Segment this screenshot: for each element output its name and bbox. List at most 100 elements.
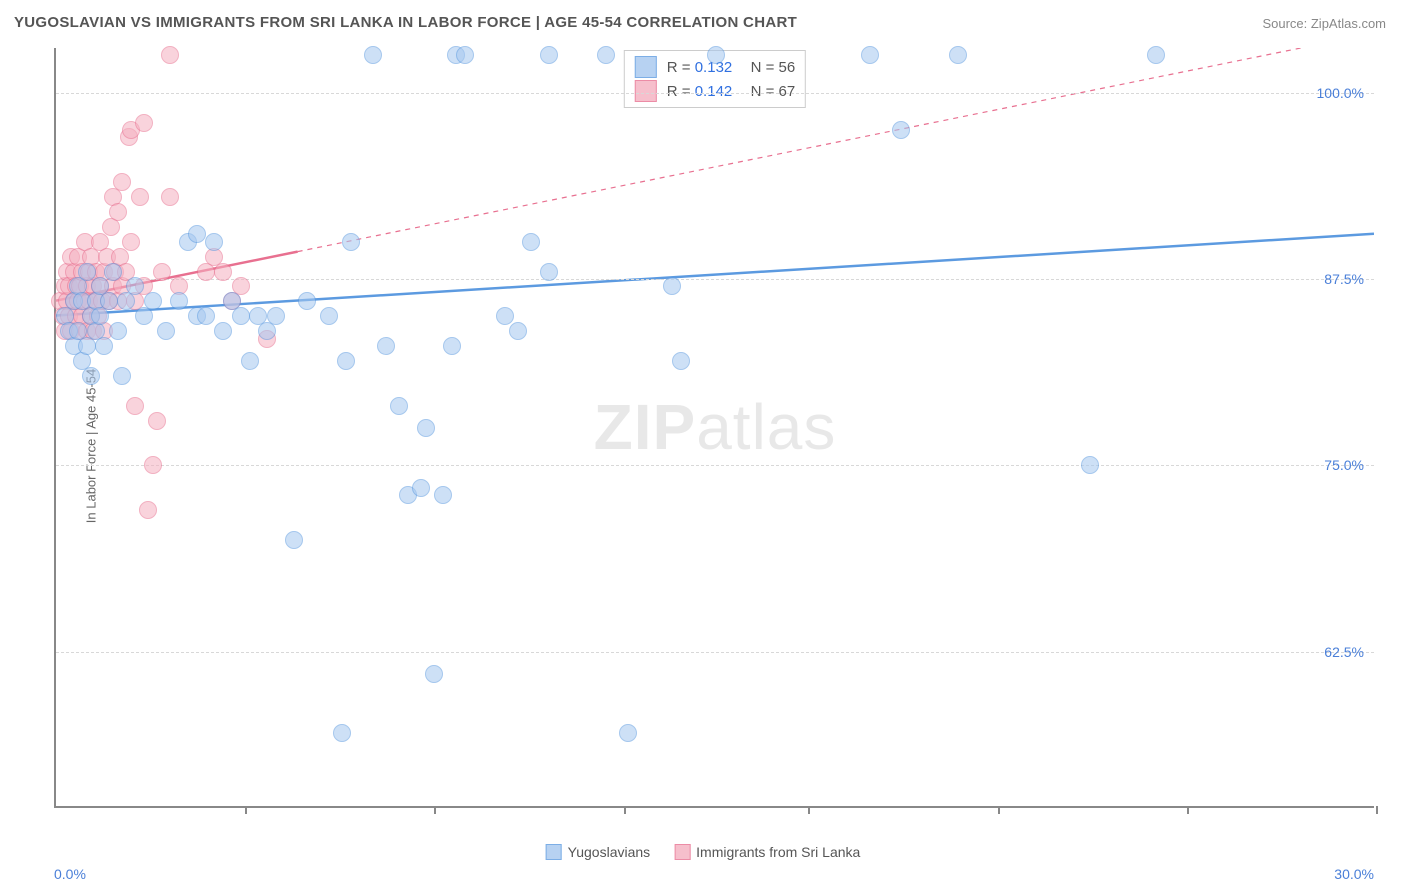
data-point	[949, 46, 967, 64]
data-point	[131, 188, 149, 206]
data-point	[161, 188, 179, 206]
data-point	[170, 292, 188, 310]
watermark-rest: atlas	[696, 391, 836, 463]
data-point	[456, 46, 474, 64]
data-point	[122, 233, 140, 251]
data-point	[540, 46, 558, 64]
data-point	[540, 263, 558, 281]
data-point	[663, 277, 681, 295]
data-point	[333, 724, 351, 742]
grid-line	[56, 93, 1374, 94]
data-point	[434, 486, 452, 504]
n-label: N = 67	[742, 83, 795, 100]
x-tick	[1376, 806, 1378, 814]
x-tick	[998, 806, 1000, 814]
grid-line	[56, 652, 1374, 653]
data-point	[443, 337, 461, 355]
chart-title: YUGOSLAVIAN VS IMMIGRANTS FROM SRI LANKA…	[14, 14, 797, 31]
data-point	[417, 419, 435, 437]
trend-lines	[56, 48, 1374, 806]
x-tick	[245, 806, 247, 814]
data-point	[82, 367, 100, 385]
x-tick	[624, 806, 626, 814]
trend-line-dashed	[298, 48, 1374, 252]
data-point	[298, 292, 316, 310]
data-point	[109, 322, 127, 340]
grid-line	[56, 279, 1374, 280]
data-point	[390, 397, 408, 415]
data-point	[342, 233, 360, 251]
legend-item: Immigrants from Sri Lanka	[674, 844, 860, 860]
data-point	[267, 307, 285, 325]
legend-stats-row: R = 0.142 N = 67	[635, 79, 795, 103]
watermark-bold: ZIP	[594, 391, 697, 463]
plot-area: ZIPatlas R = 0.132 N = 56R = 0.142 N = 6…	[54, 48, 1374, 808]
data-point	[95, 337, 113, 355]
data-point	[214, 322, 232, 340]
data-point	[892, 121, 910, 139]
data-point	[377, 337, 395, 355]
legend-label: Immigrants from Sri Lanka	[696, 844, 860, 860]
data-point	[205, 233, 223, 251]
data-point	[861, 46, 879, 64]
x-tick	[808, 806, 810, 814]
y-tick-label: 75.0%	[1324, 457, 1364, 473]
data-point	[109, 203, 127, 221]
data-point	[619, 724, 637, 742]
x-tick	[434, 806, 436, 814]
grid-line	[56, 465, 1374, 466]
data-point	[241, 352, 259, 370]
r-label: R = 0.142	[667, 83, 732, 100]
data-point	[232, 307, 250, 325]
trend-line-solid	[56, 234, 1374, 316]
data-point	[144, 456, 162, 474]
legend-swatch	[635, 80, 657, 102]
data-point	[1081, 456, 1099, 474]
data-point	[1147, 46, 1165, 64]
data-point	[672, 352, 690, 370]
data-point	[100, 292, 118, 310]
data-point	[425, 665, 443, 683]
data-point	[148, 412, 166, 430]
legend-swatch	[674, 844, 690, 860]
x-axis-min-label: 0.0%	[54, 866, 86, 882]
data-point	[412, 479, 430, 497]
x-tick	[1187, 806, 1189, 814]
data-point	[522, 233, 540, 251]
data-point	[157, 322, 175, 340]
data-point	[126, 397, 144, 415]
data-point	[135, 114, 153, 132]
watermark: ZIPatlas	[594, 390, 837, 464]
data-point	[104, 263, 122, 281]
data-point	[597, 46, 615, 64]
data-point	[214, 263, 232, 281]
data-point	[113, 367, 131, 385]
data-point	[139, 501, 157, 519]
data-point	[364, 46, 382, 64]
y-tick-label: 87.5%	[1324, 271, 1364, 287]
data-point	[337, 352, 355, 370]
legend-item: Yugoslavians	[546, 844, 651, 860]
data-point	[707, 46, 725, 64]
y-tick-label: 62.5%	[1324, 644, 1364, 660]
source-label: Source: ZipAtlas.com	[1262, 16, 1386, 31]
legend-label: Yugoslavians	[568, 844, 651, 860]
n-label: N = 56	[742, 59, 795, 76]
data-point	[320, 307, 338, 325]
data-point	[496, 307, 514, 325]
y-tick-label: 100.0%	[1317, 85, 1364, 101]
data-point	[144, 292, 162, 310]
data-point	[126, 277, 144, 295]
data-point	[153, 263, 171, 281]
legend-bottom: Yugoslavians Immigrants from Sri Lanka	[546, 844, 861, 860]
data-point	[285, 531, 303, 549]
data-point	[161, 46, 179, 64]
data-point	[197, 307, 215, 325]
data-point	[188, 225, 206, 243]
data-point	[509, 322, 527, 340]
x-axis-max-label: 30.0%	[1334, 866, 1374, 882]
data-point	[113, 173, 131, 191]
legend-swatch	[546, 844, 562, 860]
data-point	[78, 263, 96, 281]
legend-swatch	[635, 56, 657, 78]
